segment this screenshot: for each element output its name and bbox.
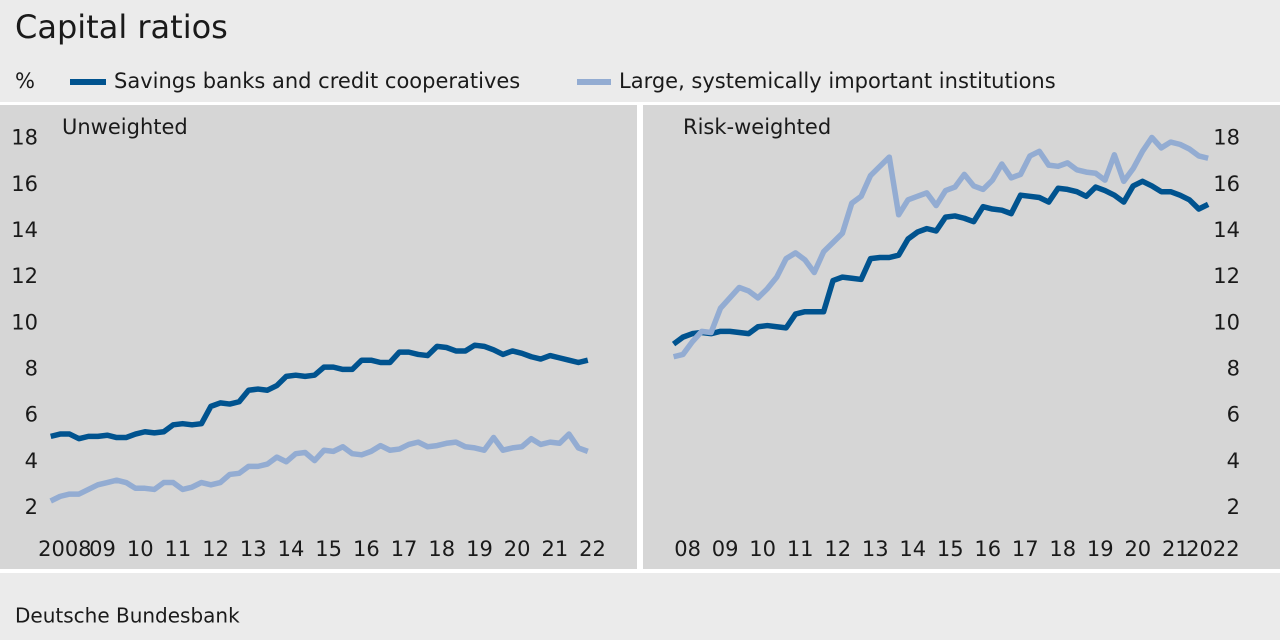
legend-label: Large, systemically important institutio… [619, 69, 1056, 93]
y-tick-label: 4 [25, 449, 38, 473]
y-tick-label: 14 [1213, 218, 1240, 242]
y-tick-label: 16 [1213, 172, 1240, 196]
y-tick-label: 6 [1227, 403, 1240, 427]
x-tick-label: 12 [824, 537, 851, 561]
x-tick-label: 13 [862, 537, 889, 561]
legend-label: Savings banks and credit cooperatives [114, 69, 520, 93]
source-note: Deutsche Bundesbank [15, 604, 240, 628]
x-tick-label: 19 [466, 537, 493, 561]
x-tick-label: 11 [787, 537, 814, 561]
x-tick-label: 2022 [1186, 537, 1239, 561]
x-tick-label: 11 [165, 537, 192, 561]
x-tick-label: 21 [541, 537, 568, 561]
x-tick-label: 08 [674, 537, 701, 561]
x-tick-label: 20 [1124, 537, 1151, 561]
series-line [671, 178, 1210, 347]
y-tick-label: 18 [1213, 126, 1240, 150]
series-line [50, 342, 589, 442]
x-tick-label: 16 [353, 537, 380, 561]
x-tick-label: 14 [899, 537, 926, 561]
y-tick-label: 6 [25, 403, 38, 427]
x-tick-label: 17 [391, 537, 418, 561]
x-tick-label: 09 [89, 537, 116, 561]
x-tick-label: 15 [937, 537, 964, 561]
y-tick-label: 8 [25, 356, 38, 380]
chart-title: Capital ratios [15, 8, 228, 46]
x-tick-label: 10 [127, 537, 154, 561]
x-tick-label: 14 [278, 537, 305, 561]
y-tick-label: 18 [11, 126, 38, 150]
y-tick-label: 8 [1227, 356, 1240, 380]
x-tick-label: 19 [1087, 537, 1114, 561]
x-tick-label: 18 [1049, 537, 1076, 561]
unit-label: % [15, 69, 35, 93]
x-tick-label: 18 [428, 537, 455, 561]
x-tick-label: 22 [579, 537, 606, 561]
x-tick-label: 13 [240, 537, 267, 561]
y-tick-label: 10 [1213, 310, 1240, 334]
x-tick-label: 21 [1162, 537, 1189, 561]
x-tick-label: 10 [749, 537, 776, 561]
series-line [672, 134, 1209, 360]
y-tick-label: 14 [11, 218, 38, 242]
x-tick-label: 20 [504, 537, 531, 561]
x-tick-label: 15 [315, 537, 342, 561]
y-tick-label: 12 [11, 264, 38, 288]
x-tick-label: 12 [202, 537, 229, 561]
series-line [49, 431, 589, 504]
panel-background [0, 105, 637, 569]
y-tick-label: 2 [1227, 495, 1240, 519]
y-tick-label: 16 [11, 172, 38, 196]
x-tick-label: 09 [712, 537, 739, 561]
y-tick-label: 2 [25, 495, 38, 519]
y-tick-label: 12 [1213, 264, 1240, 288]
x-tick-label: 17 [1012, 537, 1039, 561]
panel-subtitle: Unweighted [62, 115, 188, 139]
x-tick-label: 2008 [38, 537, 91, 561]
panel-subtitle: Risk-weighted [683, 115, 831, 139]
y-tick-label: 10 [11, 310, 38, 334]
y-tick-label: 4 [1227, 449, 1240, 473]
x-tick-label: 16 [974, 537, 1001, 561]
